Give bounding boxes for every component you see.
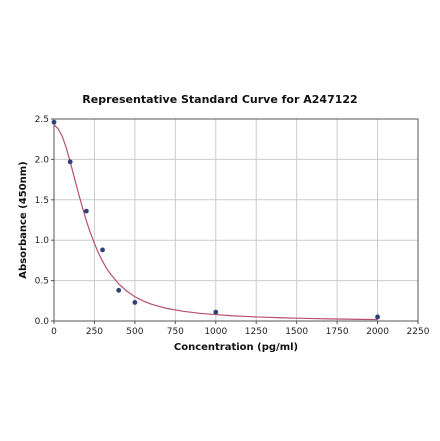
x-tick-label: 0 bbox=[51, 327, 57, 337]
x-tick-label: 1000 bbox=[204, 327, 227, 337]
x-axis: 0 250 500 750 1000 1250 1500 1750 2000 2250 bbox=[51, 321, 430, 337]
x-tick-label: 1750 bbox=[326, 327, 349, 337]
y-tick-label: 1.5 bbox=[35, 196, 49, 206]
x-tick-label: 1250 bbox=[245, 327, 268, 337]
y-tick-label: 1.0 bbox=[35, 236, 50, 246]
data-point bbox=[375, 314, 380, 320]
x-axis-title: Concentration (pg/ml) bbox=[174, 342, 298, 353]
y-axis: 0.0 0.5 1.0 1.5 2.0 2.5 bbox=[35, 115, 54, 327]
x-tick-label: 250 bbox=[86, 327, 103, 337]
data-point bbox=[51, 119, 57, 125]
y-tick-label: 0.5 bbox=[35, 277, 49, 287]
data-point bbox=[100, 247, 105, 253]
y-tick-label: 0.0 bbox=[35, 317, 50, 327]
y-axis-title: Absorbance (450nm) bbox=[18, 161, 29, 278]
data-points bbox=[51, 119, 380, 320]
y-tick-label: 2.0 bbox=[35, 155, 50, 165]
x-tick-label: 2000 bbox=[366, 327, 389, 337]
data-point bbox=[67, 159, 73, 165]
data-point bbox=[116, 287, 122, 293]
x-tick-label: 500 bbox=[126, 327, 143, 337]
chart-title: Representative Standard Curve for A24712… bbox=[82, 93, 358, 106]
plot-area bbox=[53, 118, 419, 322]
y-tick-label: 2.5 bbox=[35, 115, 49, 125]
data-point bbox=[83, 208, 89, 214]
fit-curve-line bbox=[53, 124, 378, 321]
x-tick-label: 1500 bbox=[285, 327, 308, 337]
data-point bbox=[132, 300, 138, 305]
data-point bbox=[213, 309, 219, 315]
x-tick-label: 750 bbox=[167, 327, 184, 337]
grid bbox=[53, 118, 419, 322]
x-tick-label: 2250 bbox=[407, 327, 430, 337]
